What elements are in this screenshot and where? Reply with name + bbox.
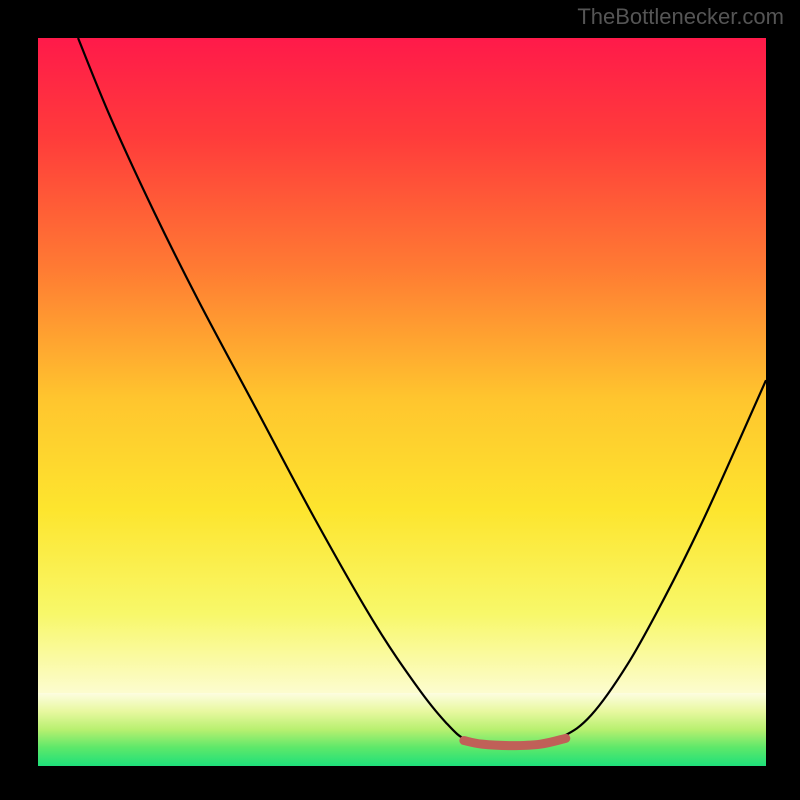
bottom-band: [38, 693, 766, 766]
plot-area: [38, 38, 766, 766]
main-gradient: [38, 38, 766, 693]
chart-container: TheBottlenecker.com: [0, 0, 800, 800]
watermark-text: TheBottlenecker.com: [577, 4, 784, 30]
